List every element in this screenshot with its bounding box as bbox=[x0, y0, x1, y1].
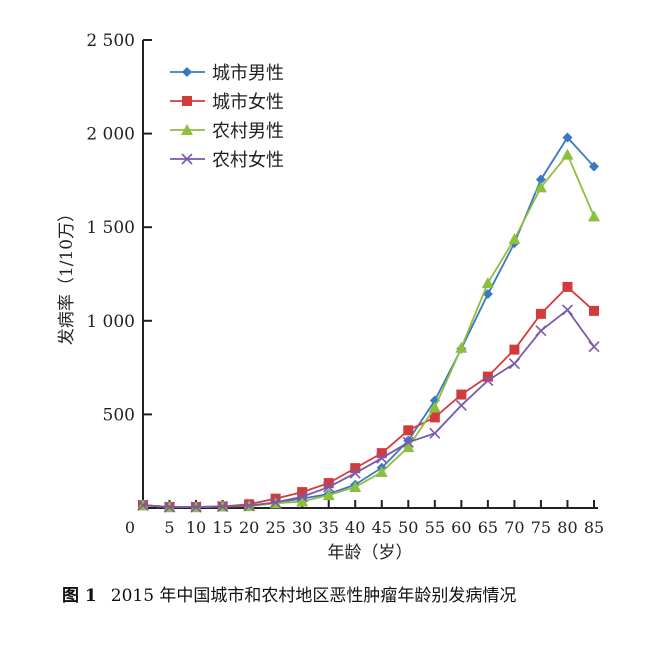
data-point bbox=[297, 487, 308, 498]
data-point bbox=[217, 500, 229, 513]
x-tick-label: 45 bbox=[372, 518, 392, 537]
x-tick-label: 0 bbox=[125, 518, 135, 537]
data-point bbox=[429, 427, 441, 439]
x-tick-label: 70 bbox=[504, 518, 524, 537]
legend-label: 农村男性 bbox=[212, 121, 284, 142]
data-point bbox=[428, 401, 441, 413]
data-point bbox=[322, 489, 335, 501]
data-point bbox=[402, 441, 415, 453]
data-point bbox=[243, 500, 255, 512]
data-point bbox=[562, 132, 573, 143]
data-point bbox=[349, 467, 361, 479]
data-point bbox=[456, 389, 467, 400]
series-line-4 bbox=[142, 308, 595, 508]
x-tick-label: 65 bbox=[478, 518, 498, 537]
data-point bbox=[482, 289, 493, 300]
data-point bbox=[535, 325, 547, 337]
line-chart: 500 1 000 1 500 2 000 2 500 0 5 10 15 20 25 30 35 40 4… bbox=[57, 31, 604, 563]
x-tick-label: 30 bbox=[292, 518, 312, 537]
y-tick-label: 500 bbox=[103, 405, 135, 425]
data-point bbox=[534, 181, 547, 193]
data-point bbox=[562, 281, 573, 292]
y-tick-label: 2 500 bbox=[86, 31, 135, 51]
data-point bbox=[588, 210, 600, 222]
legend-marker bbox=[182, 67, 192, 77]
legend-marker bbox=[181, 153, 193, 165]
y-tick-label: 1 000 bbox=[86, 312, 135, 332]
data-point bbox=[190, 501, 202, 513]
data-point bbox=[323, 481, 335, 493]
legend-label: 农村女性 bbox=[212, 150, 284, 171]
series-line-1 bbox=[142, 136, 595, 508]
data-point bbox=[508, 358, 520, 370]
data-point bbox=[482, 374, 494, 387]
x-tick-label: 75 bbox=[531, 518, 551, 537]
x-tick-label: 35 bbox=[319, 518, 339, 537]
data-point bbox=[296, 495, 309, 507]
data-point bbox=[296, 491, 308, 503]
caption-label: 图 1 bbox=[62, 586, 97, 606]
data-point bbox=[535, 308, 546, 319]
data-point bbox=[403, 425, 414, 436]
data-point bbox=[455, 341, 468, 353]
x-tick-label: 40 bbox=[345, 518, 365, 537]
data-point bbox=[375, 466, 388, 478]
data-point bbox=[137, 499, 149, 511]
data-point bbox=[589, 161, 599, 172]
data-point bbox=[163, 501, 176, 513]
legend-label: 城市男性 bbox=[212, 63, 284, 84]
data-point bbox=[509, 344, 520, 355]
x-tick-label: 20 bbox=[239, 518, 259, 537]
x-tick-label: 80 bbox=[557, 518, 577, 537]
data-point bbox=[376, 452, 388, 464]
x-axis-label: 年龄（岁） bbox=[328, 543, 413, 563]
data-point bbox=[323, 478, 334, 489]
legend-marker bbox=[181, 124, 193, 135]
figure-caption: 图 1 2015 年中国城市和农村地区恶性肿瘤年龄别发病情况 bbox=[62, 580, 622, 612]
series-line-2 bbox=[142, 285, 595, 508]
data-point bbox=[402, 436, 414, 448]
x-tick-label: 50 bbox=[398, 518, 418, 537]
y-tick-label: 2 000 bbox=[86, 125, 135, 145]
y-axis-label: 发病率（1/10万） bbox=[57, 205, 77, 345]
data-point bbox=[482, 371, 493, 382]
x-tick-label: 85 bbox=[584, 518, 604, 537]
data-point bbox=[481, 276, 494, 288]
data-point bbox=[508, 233, 521, 245]
x-tick-label: 15 bbox=[212, 518, 232, 537]
x-tick-label: 10 bbox=[186, 518, 206, 537]
data-point bbox=[429, 412, 440, 423]
data-point bbox=[561, 304, 574, 316]
x-tick-label: 55 bbox=[425, 518, 445, 537]
data-point bbox=[561, 148, 574, 160]
data-point bbox=[270, 496, 282, 508]
y-tick-label: 1 500 bbox=[86, 218, 135, 238]
legend-label: 城市女性 bbox=[212, 92, 284, 113]
x-tick-label: 25 bbox=[265, 518, 285, 537]
data-point bbox=[535, 174, 546, 185]
caption-text: 2015 年中国城市和农村地区恶性肿瘤年龄别发病情况 bbox=[110, 586, 517, 606]
x-tick-label: 5 bbox=[164, 518, 174, 537]
data-point bbox=[350, 463, 361, 474]
series-line-3 bbox=[142, 152, 595, 508]
data-point bbox=[376, 448, 387, 459]
legend-marker bbox=[182, 96, 192, 106]
data-point bbox=[589, 305, 599, 316]
x-tick-label: 60 bbox=[451, 518, 471, 537]
data-point bbox=[588, 341, 600, 353]
data-point bbox=[455, 399, 467, 411]
data-point bbox=[349, 481, 362, 493]
